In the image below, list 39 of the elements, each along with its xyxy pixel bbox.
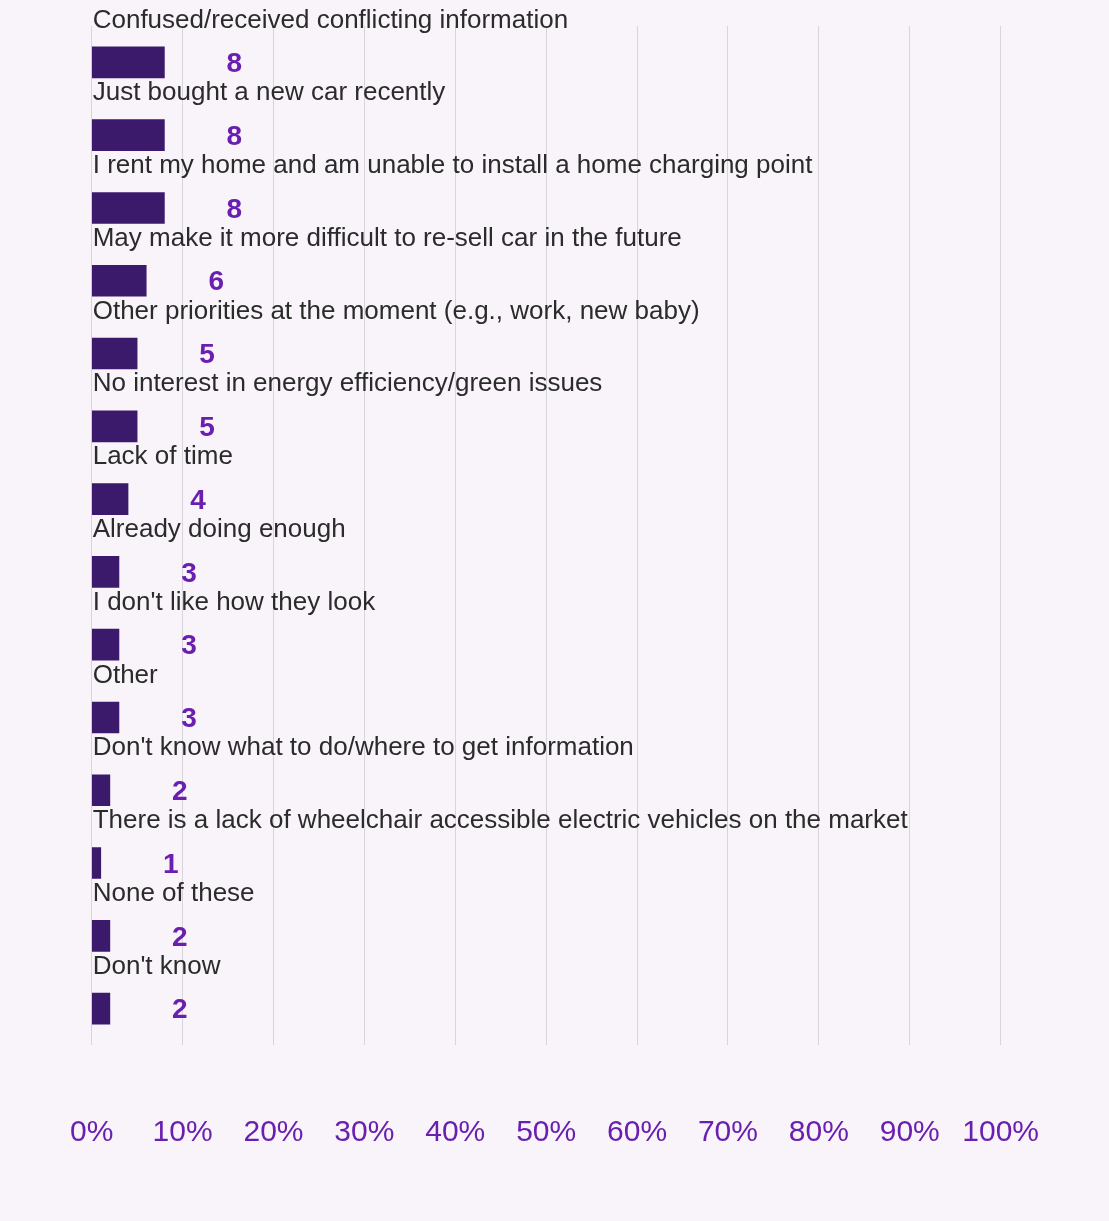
x-tick-label: 90% [879,1114,940,1148]
data-label: 8 [226,119,243,151]
data-label: 4 [190,483,207,515]
y-tick-label: I don't like how they look [92,585,377,616]
y-tick-label: Lack of time [92,440,233,471]
y-tick-label: Other [92,658,159,689]
y-tick-label: Just bought a new car recently [92,76,446,107]
x-tick-label: 30% [334,1114,395,1148]
x-tick-label: 80% [788,1114,849,1148]
data-label: 5 [199,411,215,443]
data-label: 5 [199,338,215,370]
data-label: 2 [172,920,188,952]
x-tick-label: 10% [152,1114,213,1148]
y-tick-label: Don't know what to do/where to get information [92,731,634,762]
x-tick-label: 40% [425,1114,486,1148]
y-tick-label: I rent my home and am unable to install a home charging point [92,149,814,180]
data-label: 6 [208,265,225,297]
data-label: 3 [181,629,197,661]
y-tick-label: Confused/received conflicting information [92,3,569,34]
data-label: 8 [226,47,243,79]
x-tick-label: 0% [70,1114,114,1148]
y-tick-label: There is a lack of wheelchair accessible electric vehicles on the market [92,804,909,835]
x-tick-label: 60% [607,1114,668,1148]
data-label: 3 [181,702,197,734]
y-tick-label: Other priorities at the moment (e.g., work, new baby) [92,294,700,325]
data-label: 2 [172,774,188,806]
x-tick-label: 100% [962,1114,1039,1148]
data-label: 3 [181,556,197,588]
x-tick-label: 50% [516,1114,577,1148]
y-tick-label: No interest in energy efficiency/green issues [92,367,603,398]
data-label: 8 [226,192,243,224]
x-tick-label: 20% [243,1114,304,1148]
y-tick-label: Don't know [92,949,221,980]
x-tick-label: 70% [697,1114,758,1148]
data-label: 2 [172,993,188,1025]
y-tick-label: May make it more difficult to re-sell car in the future [92,221,682,252]
y-tick-label: Already doing enough [92,513,346,544]
data-label: 1 [162,847,179,879]
y-tick-label: None of these [92,876,255,907]
